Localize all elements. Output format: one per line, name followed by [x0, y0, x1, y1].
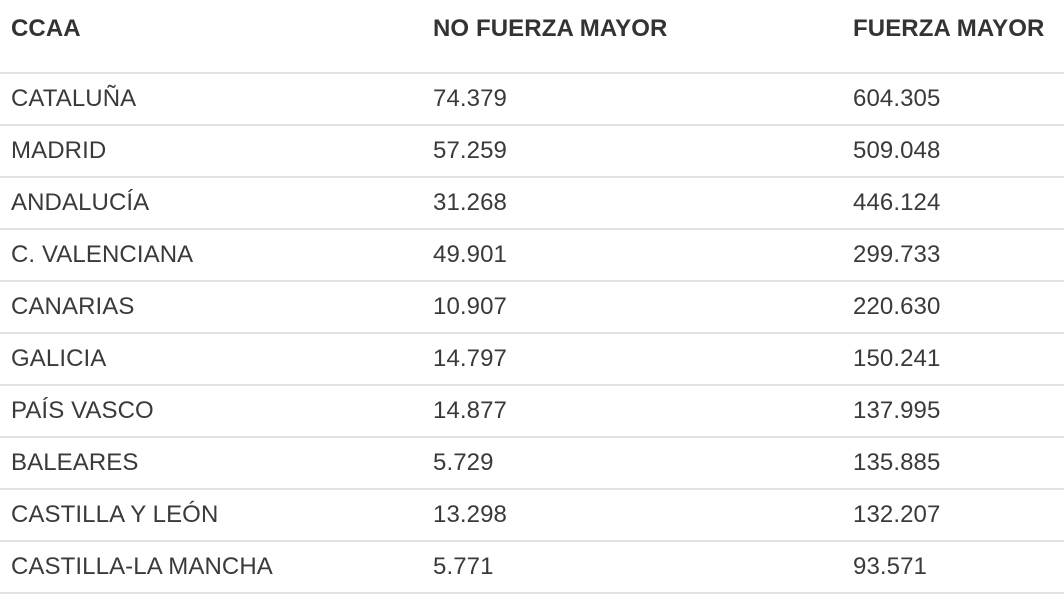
- cell-fuerza-mayor: 150.241: [853, 345, 941, 372]
- cell-ccaa: CATALUÑA: [11, 85, 137, 112]
- column-header-fuerza-mayor: FUERZA MAYOR: [853, 15, 1045, 42]
- column-header-ccaa: CCAA: [11, 15, 81, 42]
- cell-no-fuerza-mayor: 13.298: [433, 501, 508, 528]
- cell-ccaa: GALICIA: [11, 345, 107, 372]
- cell-fuerza-mayor: 446.124: [853, 189, 941, 216]
- cell-no-fuerza-mayor: 14.877: [433, 397, 508, 424]
- cell-ccaa: C. VALENCIANA: [11, 241, 194, 268]
- cell-ccaa: CANARIAS: [11, 293, 135, 320]
- cell-no-fuerza-mayor: 49.901: [433, 241, 508, 268]
- table-row: CASTILLA-LA MANCHA 5.771 93.571: [0, 542, 1064, 594]
- cell-no-fuerza-mayor: 74.379: [433, 85, 508, 112]
- table-row: MADRID 57.259 509.048: [0, 126, 1064, 178]
- cell-no-fuerza-mayor: 57.259: [433, 137, 508, 164]
- cell-no-fuerza-mayor: 5.729: [433, 449, 494, 476]
- cell-ccaa: PAÍS VASCO: [11, 397, 154, 424]
- cell-fuerza-mayor: 93.571: [853, 553, 928, 580]
- cell-no-fuerza-mayor: 10.907: [433, 293, 508, 320]
- table-row: CANARIAS 10.907 220.630: [0, 282, 1064, 334]
- cell-ccaa: CASTILLA-LA MANCHA: [11, 553, 273, 580]
- table-row: PAÍS VASCO 14.877 137.995: [0, 386, 1064, 438]
- cell-no-fuerza-mayor: 14.797: [433, 345, 508, 372]
- cell-fuerza-mayor: 509.048: [853, 137, 941, 164]
- column-header-no-fuerza-mayor: NO FUERZA MAYOR: [433, 15, 668, 42]
- table-body: CATALUÑA 74.379 604.305 MADRID 57.259 509.048…: [0, 74, 1064, 594]
- table-row: BALEARES 5.729 135.885: [0, 438, 1064, 490]
- cell-fuerza-mayor: 220.630: [853, 293, 941, 320]
- cell-no-fuerza-mayor: 5.771: [433, 553, 494, 580]
- cell-ccaa: BALEARES: [11, 449, 139, 476]
- cell-ccaa: ANDALUCÍA: [11, 189, 150, 216]
- cell-no-fuerza-mayor: 31.268: [433, 189, 508, 216]
- cell-fuerza-mayor: 299.733: [853, 241, 941, 268]
- table-row: ANDALUCÍA 31.268 446.124: [0, 178, 1064, 230]
- cell-fuerza-mayor: 137.995: [853, 397, 941, 424]
- cell-fuerza-mayor: 604.305: [853, 85, 941, 112]
- cell-fuerza-mayor: 135.885: [853, 449, 941, 476]
- table-row: GALICIA 14.797 150.241: [0, 334, 1064, 386]
- table-row: CATALUÑA 74.379 604.305: [0, 74, 1064, 126]
- table-header-row: CCAA NO FUERZA MAYOR FUERZA MAYOR: [0, 0, 1064, 74]
- cell-fuerza-mayor: 132.207: [853, 501, 941, 528]
- table-row: CASTILLA Y LEÓN 13.298 132.207: [0, 490, 1064, 542]
- cell-ccaa: MADRID: [11, 137, 107, 164]
- table-row: C. VALENCIANA 49.901 299.733: [0, 230, 1064, 282]
- cell-ccaa: CASTILLA Y LEÓN: [11, 501, 219, 528]
